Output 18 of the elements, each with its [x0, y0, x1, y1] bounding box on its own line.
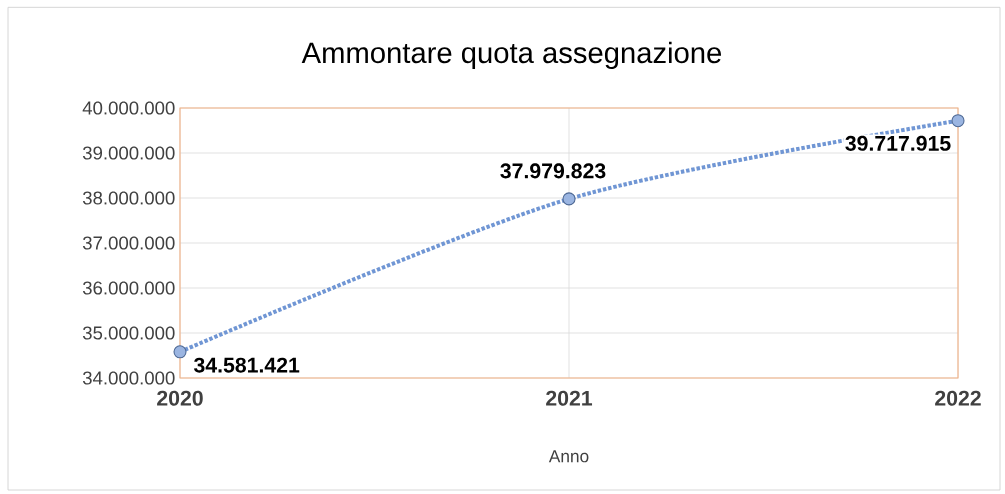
y-tick-label: 38.000.000	[82, 191, 175, 205]
y-tick-label: 34.000.000	[82, 371, 175, 385]
data-label: 39.717.915	[845, 135, 951, 151]
point	[951, 114, 965, 128]
y-tick-label: 36.000.000	[82, 281, 175, 295]
x-tick-label: 2020	[157, 390, 203, 406]
point	[173, 345, 187, 359]
y-tick-label: 35.000.000	[82, 326, 175, 340]
chart-title: Ammontare quota assegnazione	[301, 41, 722, 69]
y-tick-label: 37.000.000	[82, 236, 175, 250]
data-label: 34.581.421	[193, 357, 300, 373]
x-tick-label: 2022	[935, 390, 981, 406]
y-tick-label: 40.000.000	[82, 101, 175, 115]
y-tick-label: 39.000.000	[82, 146, 175, 160]
x-tick-label: 2021	[546, 390, 593, 406]
point	[562, 192, 576, 206]
x-axis-title: Anno	[548, 450, 589, 463]
data-label: 37.979.823	[500, 163, 606, 179]
